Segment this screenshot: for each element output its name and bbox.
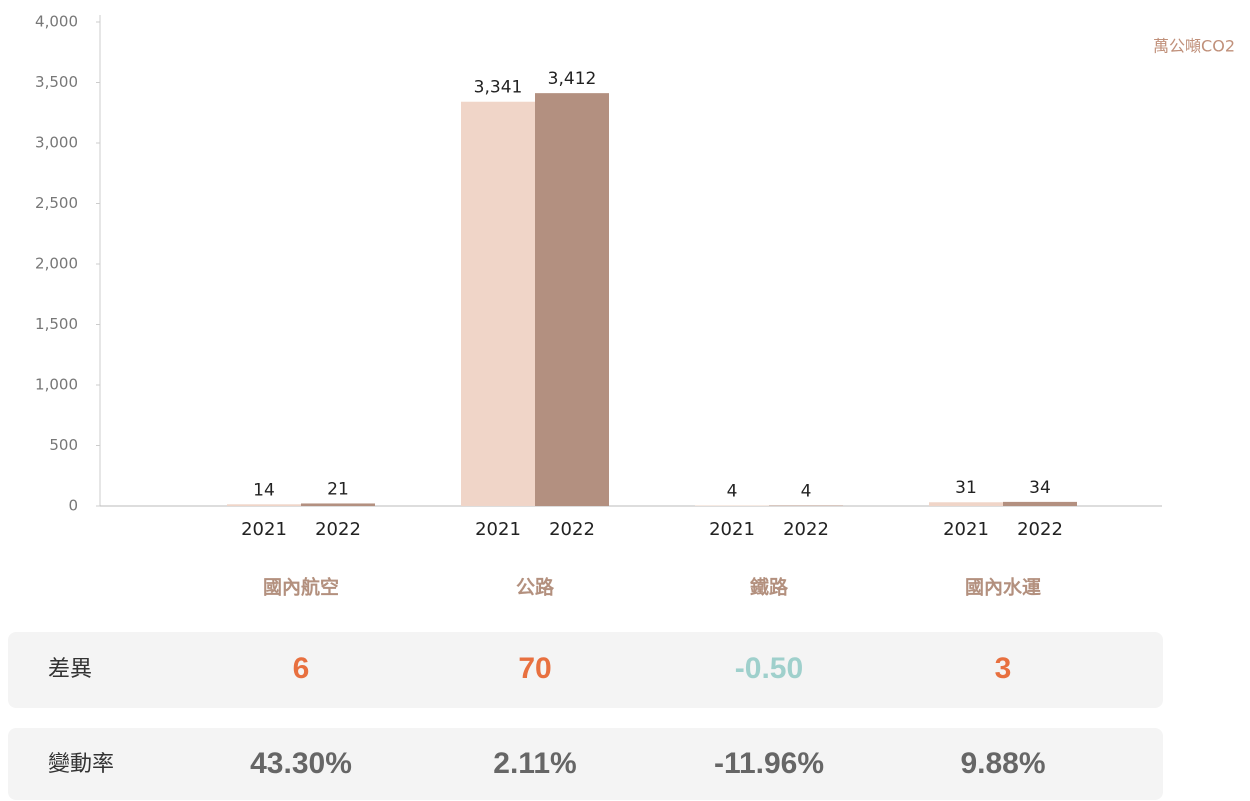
data-label: 3,412: [548, 69, 597, 89]
table-cell: 3: [995, 652, 1012, 685]
category-label: 國內水運: [965, 577, 1041, 599]
y-tick-label: 3,000: [35, 134, 78, 152]
category-label: 公路: [516, 576, 555, 599]
y-tick-label: 2,000: [35, 255, 78, 273]
bar: [461, 101, 535, 506]
y-tick-label: 2,500: [35, 194, 78, 212]
y-tick-label: 3,500: [35, 73, 78, 91]
x-tick-label: 2021: [943, 519, 989, 540]
bar: [929, 502, 1003, 506]
bar: [227, 504, 301, 506]
category-label: 國內航空: [263, 576, 339, 599]
x-tick-label: 2022: [1017, 519, 1063, 540]
table-cell: 6: [293, 652, 310, 685]
x-tick-label: 2021: [241, 519, 287, 540]
unit-label: 萬公噸CO2: [1153, 37, 1235, 56]
table-cell: 2.11%: [493, 747, 576, 780]
y-tick-label: 500: [49, 436, 78, 454]
data-label: 4: [801, 482, 812, 502]
table-cell: -0.50: [735, 652, 803, 685]
y-tick-label: 1,000: [35, 376, 78, 394]
table-cell: 43.30%: [250, 747, 352, 780]
x-tick-label: 2022: [315, 519, 361, 540]
data-label: 21: [327, 479, 349, 499]
bar: [301, 503, 375, 506]
bar: [1003, 501, 1077, 506]
table-cell: -11.96%: [714, 747, 824, 780]
data-label: 4: [727, 482, 738, 502]
data-label: 3,341: [474, 78, 523, 98]
table-row-bg: [8, 632, 1163, 708]
table-row-bg: [8, 728, 1163, 800]
y-tick-label: 0: [68, 497, 78, 515]
table-cell: 70: [518, 652, 551, 685]
data-label: 34: [1029, 478, 1051, 498]
x-tick-label: 2022: [783, 519, 829, 540]
table-cell: 9.88%: [960, 747, 1045, 780]
x-tick-label: 2021: [475, 519, 521, 540]
row-label: 變動率: [48, 752, 114, 777]
data-label: 14: [253, 480, 275, 500]
category-label: 鐵路: [750, 576, 789, 599]
x-tick-label: 2022: [549, 519, 595, 540]
data-label: 31: [955, 478, 977, 498]
x-tick-label: 2021: [709, 519, 755, 540]
bar: [535, 93, 609, 506]
y-tick-label: 4,000: [35, 13, 78, 31]
row-label: 差異: [48, 657, 92, 682]
y-tick-label: 1,500: [35, 315, 78, 333]
